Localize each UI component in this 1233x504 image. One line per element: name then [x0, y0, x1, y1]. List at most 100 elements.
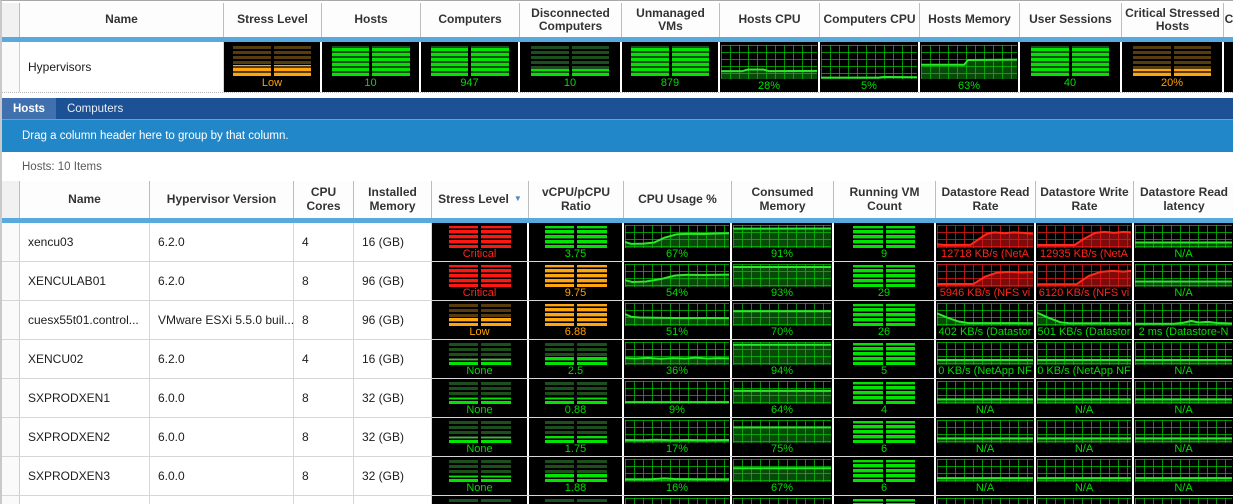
cell-mem[interactable]: 67%: [732, 457, 834, 495]
summary-cell-hosts-cpu[interactable]: 28%: [720, 42, 820, 92]
table-row[interactable]: XENCULAB01 6.2.0 8 96 (GB) Critical 9.75 54% 93…: [2, 262, 1233, 301]
cell-name[interactable]: XENCULAB01: [20, 262, 150, 300]
column-header-unmanaged-vms[interactable]: Unmanaged VMs: [622, 3, 720, 37]
summary-cell-hosts-memory[interactable]: 63%: [920, 42, 1020, 92]
column-header-hosts-cpu[interactable]: Hosts CPU: [720, 3, 820, 37]
cell-latency[interactable]: N/A: [1134, 223, 1233, 261]
summary-data-row[interactable]: Hypervisors Low 10 947 10 879 28% 5% 63% 40 20%: [2, 42, 1233, 93]
cell-memory[interactable]: 96 (GB): [354, 301, 432, 339]
row-indicator[interactable]: [2, 262, 20, 300]
cell-stress[interactable]: None: [432, 340, 529, 378]
cell-version[interactable]: VMware ESXi 5.5.0 buil...: [150, 301, 294, 339]
cell-read[interactable]: 12718 KB/s (NetA: [936, 223, 1036, 261]
cell-memory[interactable]: 32 (GB): [354, 457, 432, 495]
column-header-vcpu-pcpu-ratio[interactable]: vCPU/pCPU Ratio: [529, 181, 624, 218]
cell-cpu[interactable]: 17%: [624, 418, 732, 456]
row-indicator[interactable]: [2, 457, 20, 495]
cell-name[interactable]: SXPRODXEN2: [20, 418, 150, 456]
cell-cpu[interactable]: 36%: [624, 340, 732, 378]
column-header-cpu-usage[interactable]: CPU Usage %: [624, 181, 732, 218]
column-header-name[interactable]: Name: [20, 3, 224, 37]
cell-name[interactable]: xencu03: [20, 223, 150, 261]
summary-cell-unmanaged-vms[interactable]: 879: [622, 42, 720, 92]
cell-version[interactable]: 6.0.0: [150, 457, 294, 495]
cell-cores[interactable]: 4: [294, 340, 354, 378]
sort-filter-arrow-icon[interactable]: ▼: [513, 194, 522, 204]
table-row[interactable]: xencu03 6.2.0 4 16 (GB) Critical 3.75 67% 91% 9 1…: [2, 223, 1233, 262]
cell-mem[interactable]: 70%: [732, 301, 834, 339]
cell-name[interactable]: cuesx55t01.control...: [20, 301, 150, 339]
cell-mem[interactable]: 91%: [732, 223, 834, 261]
column-header-computers[interactable]: Computers: [421, 3, 520, 37]
column-header-stress-level[interactable]: Stress Level ▼: [432, 181, 529, 218]
summary-cell-stress-level[interactable]: Low: [224, 42, 322, 92]
cell-ratio[interactable]: 1.88: [529, 457, 624, 495]
cell-cpu[interactable]: 51%: [624, 301, 732, 339]
summary-cell-hosts[interactable]: 10: [322, 42, 421, 92]
column-header-disconnected-computers[interactable]: Disconnected Computers: [520, 3, 622, 37]
summary-row-indicator[interactable]: [2, 42, 20, 92]
table-row[interactable]: SXPRODXEN1 6.0.0 8 32 (GB) None 0.88 9% 64% 4 N/A…: [2, 379, 1233, 418]
group-by-dropzone[interactable]: Drag a column header here to group by th…: [2, 119, 1233, 152]
column-header-cpu-cores[interactable]: CPU Cores: [294, 181, 354, 218]
cell-name[interactable]: SXPRODXEN1: [20, 379, 150, 417]
cell-vm[interactable]: 6: [834, 457, 936, 495]
cell-write[interactable]: 501 KB/s (Datastor: [1036, 301, 1134, 339]
summary-row-name[interactable]: Hypervisors: [20, 42, 224, 92]
cell-ratio[interactable]: 1.75: [529, 418, 624, 456]
column-header-consumed-memory[interactable]: Consumed Memory: [732, 181, 834, 218]
cell-version[interactable]: 6.0.0: [150, 418, 294, 456]
column-header-name[interactable]: Name: [20, 181, 150, 218]
cell-ratio[interactable]: 2.5: [529, 340, 624, 378]
column-header-datastore-write-rate[interactable]: Datastore Write Rate: [1036, 181, 1134, 218]
cell-write[interactable]: N/A: [1036, 418, 1134, 456]
cell-read[interactable]: 0 KB/s (NetApp NF: [936, 340, 1036, 378]
column-header-critical-stressed-hosts[interactable]: Critical Stressed Hosts: [1122, 3, 1224, 37]
summary-cell-computers[interactable]: 947: [421, 42, 520, 92]
row-indicator[interactable]: [2, 496, 20, 504]
row-indicator[interactable]: [2, 418, 20, 456]
cell-vm[interactable]: 4: [834, 379, 936, 417]
cell-stress[interactable]: Critical: [432, 262, 529, 300]
cell-vm[interactable]: 26: [834, 301, 936, 339]
cell-write[interactable]: N/A: [1036, 457, 1134, 495]
column-header-hosts-memory[interactable]: Hosts Memory: [920, 3, 1020, 37]
column-header-installed-memory[interactable]: Installed Memory: [354, 181, 432, 218]
cell-mem[interactable]: 93%: [732, 262, 834, 300]
cell-name[interactable]: XENCU02: [20, 340, 150, 378]
cell-stress[interactable]: None: [432, 379, 529, 417]
cell-mem[interactable]: 75%: [732, 418, 834, 456]
cell-stress[interactable]: None: [432, 418, 529, 456]
cell-version[interactable]: 6.2.0: [150, 340, 294, 378]
tab-computers[interactable]: Computers: [56, 98, 134, 119]
row-indicator[interactable]: [2, 340, 20, 378]
cell-write[interactable]: N/A: [1036, 379, 1134, 417]
column-header-hosts[interactable]: Hosts: [322, 3, 421, 37]
cell-cores[interactable]: 8: [294, 457, 354, 495]
cell-read[interactable]: 402 KB/s (Datastor: [936, 301, 1036, 339]
column-header-computers-cpu[interactable]: Computers CPU: [820, 3, 920, 37]
cell-latency[interactable]: N/A: [1134, 262, 1233, 300]
cell-memory[interactable]: 96 (GB): [354, 262, 432, 300]
cell-ratio[interactable]: 6.88: [529, 301, 624, 339]
table-row[interactable]: cuesx55t01.control... VMware ESXi 5.5.0 b…: [2, 301, 1233, 340]
column-header-c[interactable]: C: [1224, 3, 1233, 37]
tab-hosts[interactable]: Hosts: [2, 98, 56, 119]
cell-mem[interactable]: 64%: [732, 379, 834, 417]
summary-cell-user-sessions[interactable]: 40: [1020, 42, 1122, 92]
cell-version[interactable]: 6.2.0: [150, 223, 294, 261]
summary-cell-c[interactable]: [1224, 42, 1233, 92]
table-row-partial[interactable]: [2, 496, 1233, 504]
cell-version[interactable]: 6.0.0: [150, 379, 294, 417]
cell-cores[interactable]: 8: [294, 301, 354, 339]
table-row[interactable]: XENCU02 6.2.0 4 16 (GB) None 2.5 36% 94% 5 0 KB/s…: [2, 340, 1233, 379]
row-indicator[interactable]: [2, 301, 20, 339]
cell-name[interactable]: SXPRODXEN3: [20, 457, 150, 495]
summary-cell-disconnected-computers[interactable]: 10: [520, 42, 622, 92]
cell-vm[interactable]: 29: [834, 262, 936, 300]
column-header-datastore-read-latency[interactable]: Datastore Read latency: [1134, 181, 1233, 218]
table-row[interactable]: SXPRODXEN2 6.0.0 8 32 (GB) None 1.75 17% 75% 6 N/…: [2, 418, 1233, 457]
column-header-stress-level[interactable]: Stress Level: [224, 3, 322, 37]
cell-mem[interactable]: 94%: [732, 340, 834, 378]
cell-cores[interactable]: 8: [294, 262, 354, 300]
